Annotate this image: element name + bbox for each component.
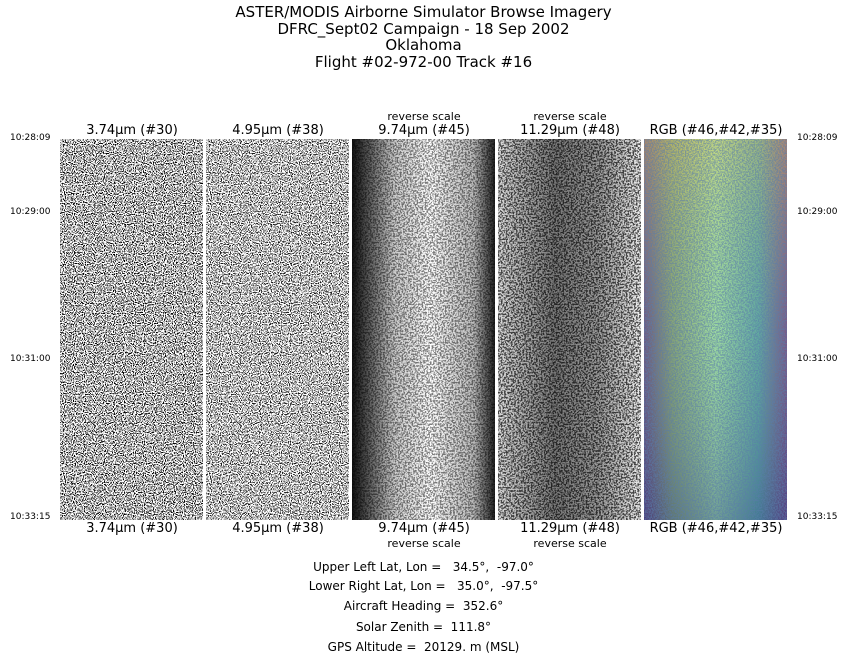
time-left-2: 10:29:00 <box>10 207 51 217</box>
panel-label-top-2: 4.95μm (#38) <box>232 123 324 138</box>
time-left-4: 10:33:15 <box>10 512 51 522</box>
gps-altitude: GPS Altitude = 20129. m (MSL) <box>327 640 520 654</box>
title-line-1: ASTER/MODIS Airborne Simulator Browse Im… <box>235 3 612 21</box>
lower-right-lat-lon: Lower Right Lat, Lon = 35.0°, -97.5° <box>308 579 539 593</box>
time-right-3: 10:31:00 <box>797 354 838 364</box>
time-right-1: 10:28:09 <box>797 133 838 143</box>
panel-note-bottom-3: reverse scale <box>387 537 461 550</box>
panel-note-top-4: reverse scale <box>533 110 607 123</box>
aircraft-heading: Aircraft Heading = 352.6° <box>343 599 504 613</box>
time-left-1: 10:28:09 <box>10 133 51 143</box>
panel-label-bottom-3: 9.74μm (#45) <box>378 521 470 536</box>
panel-label-top-4: 11.29μm (#48) <box>520 123 620 138</box>
upper-left-lat-lon: Upper Left Lat, Lon = 34.5°, -97.0° <box>313 560 534 574</box>
image-panel-3-74um <box>60 139 203 520</box>
image-panel-9-74um <box>352 139 495 520</box>
image-panel-4-95um <box>206 139 349 520</box>
panel-label-top-3: 9.74μm (#45) <box>378 123 470 138</box>
time-right-4: 10:33:15 <box>797 512 838 522</box>
panel-label-bottom-5: RGB (#46,#42,#35) <box>649 521 783 536</box>
panel-note-bottom-4: reverse scale <box>533 537 607 550</box>
panel-label-top-5: RGB (#46,#42,#35) <box>649 123 783 138</box>
solar-zenith: Solar Zenith = 111.8° <box>355 620 492 634</box>
time-right-2: 10:29:00 <box>797 207 838 217</box>
panel-label-bottom-1: 3.74μm (#30) <box>86 521 178 536</box>
panel-label-top-1: 3.74μm (#30) <box>86 123 178 138</box>
title-line-3: Oklahoma <box>385 36 462 54</box>
time-left-3: 10:31:00 <box>10 354 51 364</box>
title-line-2: DFRC_Sept02 Campaign - 18 Sep 2002 <box>277 20 570 38</box>
title-line-4: Flight #02-972-00 Track #16 <box>314 53 533 71</box>
panel-note-top-3: reverse scale <box>387 110 461 123</box>
panel-label-bottom-2: 4.95μm (#38) <box>232 521 324 536</box>
panel-label-bottom-4: 11.29μm (#48) <box>520 521 620 536</box>
image-panel-11-29um <box>498 139 641 520</box>
image-panel-rgb <box>644 139 787 520</box>
